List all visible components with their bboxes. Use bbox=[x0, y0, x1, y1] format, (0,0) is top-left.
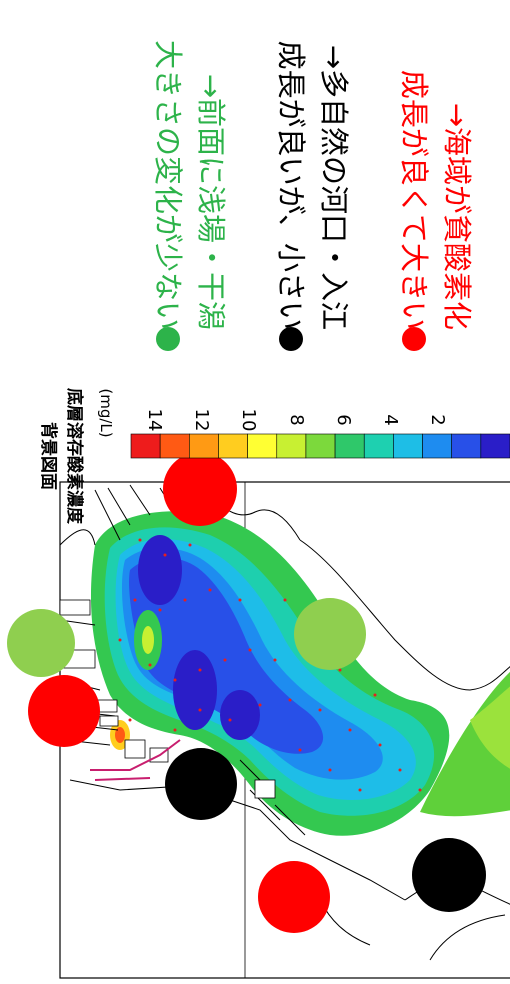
legend-color-cell bbox=[305, 433, 336, 459]
low-oxygen-pocket-1 bbox=[138, 535, 182, 605]
note-black-line1: 成長が良いが、小さい bbox=[274, 41, 308, 330]
legend-color-cell bbox=[130, 433, 161, 459]
site-marker-red bbox=[258, 861, 330, 933]
legend-color-cell bbox=[393, 433, 423, 459]
sampling-points bbox=[118, 538, 422, 792]
note-marker-green bbox=[156, 327, 180, 351]
legend-tick: 2 bbox=[427, 414, 448, 425]
legend-tick: 14 bbox=[144, 409, 165, 432]
legend-color-cell bbox=[480, 433, 510, 459]
site-marker-black bbox=[412, 838, 486, 912]
note-green-line2: →前面に浅場・干潟 bbox=[194, 74, 228, 330]
legend-unit: (mg/L) bbox=[97, 388, 115, 437]
legend-color-cell bbox=[334, 433, 365, 459]
river-lines bbox=[90, 739, 181, 781]
legend-colorbar bbox=[130, 433, 510, 459]
legend-color-cell bbox=[159, 433, 190, 459]
legend-title-line2: 底層溶存酸素濃度 bbox=[64, 388, 85, 525]
hotspot-core bbox=[115, 727, 125, 743]
low-oxygen-pocket-3 bbox=[220, 690, 260, 740]
legend-color-cell bbox=[247, 433, 278, 459]
note-red-line1: 成長が良くて大きい bbox=[397, 70, 431, 330]
site-marker-green bbox=[294, 598, 366, 670]
legend-tick: 12 bbox=[191, 409, 212, 432]
site-marker-red bbox=[163, 452, 237, 526]
site-markers bbox=[7, 452, 486, 933]
legend-ticks: 14 12 10 8 6 4 2 bbox=[144, 409, 448, 432]
note-green-line1: 大きさの変化が少ない bbox=[151, 40, 185, 330]
note-black-line2: →多自然の河口・入江 bbox=[317, 45, 351, 330]
legend-tick: 6 bbox=[333, 414, 354, 425]
notes-block: 大きさの変化が少ない →前面に浅場・干潟 成長が良いが、小さい →多自然の河口・… bbox=[151, 40, 474, 351]
site-marker-green bbox=[7, 609, 75, 677]
note-marker-black bbox=[279, 327, 303, 351]
open-sea-highlight bbox=[470, 686, 510, 769]
legend-color-cell bbox=[451, 433, 482, 459]
legend-color-cell bbox=[276, 433, 307, 459]
legend-tick: 8 bbox=[286, 414, 307, 425]
high-oxygen-core bbox=[142, 626, 154, 654]
legend-color-cell bbox=[218, 433, 248, 459]
site-marker-black bbox=[165, 748, 237, 820]
site-marker-red bbox=[28, 675, 100, 747]
note-marker-red bbox=[402, 327, 426, 351]
legend-title-line1: 背景図面 bbox=[38, 422, 59, 490]
note-red-line2: →海域が貧酸素化 bbox=[440, 103, 474, 330]
bay-contour-deep-blue bbox=[129, 557, 324, 754]
legend-tick: 10 bbox=[238, 409, 259, 432]
legend-color-cell bbox=[422, 433, 452, 459]
legend-color-cell bbox=[189, 433, 219, 459]
legend-tick: 4 bbox=[380, 414, 401, 425]
legend-color-cell bbox=[363, 433, 394, 459]
low-oxygen-pocket-2 bbox=[173, 650, 217, 730]
